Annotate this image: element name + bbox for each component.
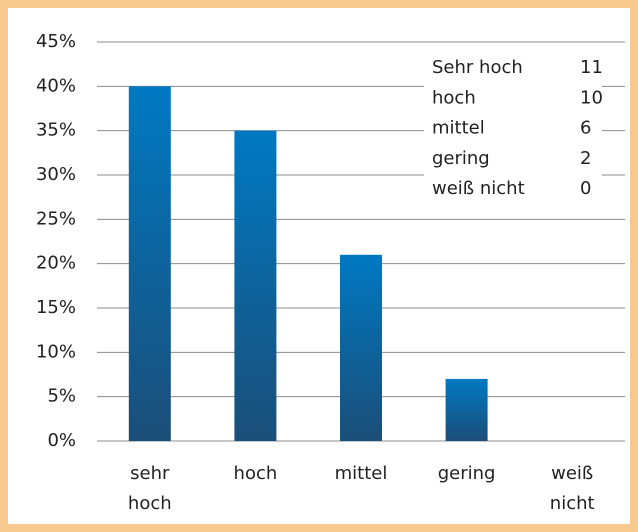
label-line: nicht	[550, 493, 595, 514]
y-tick-label: 5%	[47, 386, 76, 407]
y-tick-label: 20%	[36, 253, 76, 274]
table-count: 10	[580, 87, 603, 108]
table-label: weiß nicht	[432, 178, 525, 199]
bar	[445, 378, 488, 441]
y-tick-label: 25%	[36, 208, 76, 229]
x-tick-label: hoch	[234, 463, 278, 484]
table-count: 6	[580, 118, 591, 139]
table-count: 11	[580, 57, 603, 78]
label-line: sehr	[130, 463, 170, 484]
bar	[234, 130, 277, 441]
y-tick-label: 0%	[47, 430, 76, 451]
label-line: weiß	[551, 463, 593, 484]
table-label: Sehr hoch	[432, 57, 523, 78]
bar	[128, 86, 171, 441]
table-label: hoch	[432, 87, 476, 108]
y-tick-label: 45%	[36, 31, 76, 52]
table-label: mittel	[432, 118, 485, 139]
table-label: gering	[432, 148, 490, 169]
label-line: hoch	[128, 493, 172, 514]
x-tick-label: weiß nicht	[550, 463, 595, 514]
x-tick-label: mittel	[335, 463, 388, 484]
x-tick-label: sehr hoch	[128, 463, 172, 514]
table-background	[424, 52, 602, 204]
table-count: 2	[580, 148, 591, 169]
y-tick-label: 30%	[36, 164, 76, 185]
bar	[340, 254, 382, 441]
y-tick-label: 15%	[36, 297, 76, 318]
table-count: 0	[580, 178, 591, 199]
x-tick-label: gering	[438, 463, 496, 484]
y-tick-label: 40%	[36, 75, 76, 96]
y-tick-label: 35%	[36, 120, 76, 141]
y-tick-label: 10%	[36, 341, 76, 362]
